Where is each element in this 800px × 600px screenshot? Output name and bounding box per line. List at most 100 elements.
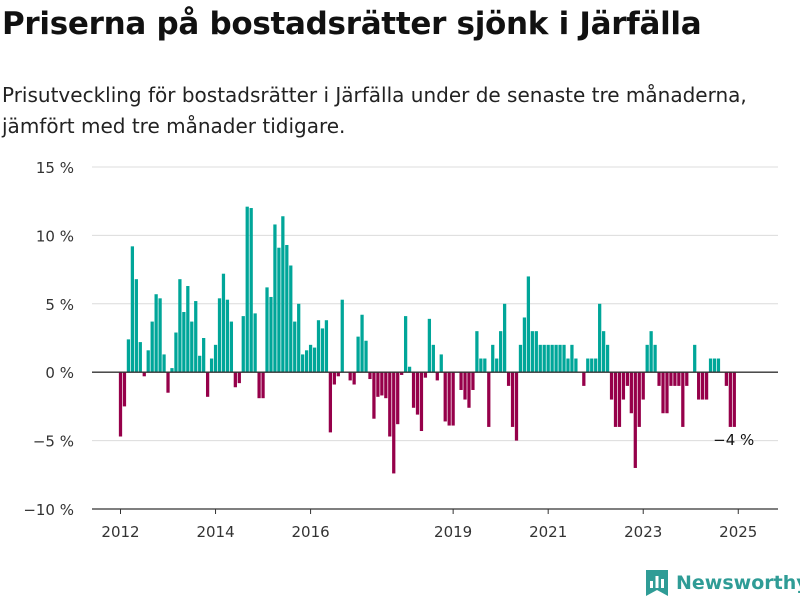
bar (415, 372, 420, 415)
bar (447, 372, 451, 426)
bar (483, 358, 487, 373)
bar (431, 344, 435, 373)
bar (364, 340, 368, 373)
bar (534, 331, 538, 373)
bar (601, 331, 606, 373)
bar (356, 336, 360, 373)
bar (257, 372, 261, 399)
bar (510, 372, 515, 427)
bar (194, 301, 198, 373)
bar (348, 372, 352, 381)
bar (526, 276, 531, 373)
bar (499, 331, 503, 373)
bar (546, 344, 550, 373)
newsworthy-brand: Newsworthy (646, 570, 800, 596)
bar (514, 372, 519, 441)
x-tick-label: 2025 (719, 523, 757, 541)
bar (202, 338, 206, 373)
bar (372, 372, 376, 419)
bar (277, 247, 281, 373)
bar (392, 372, 396, 474)
bar (657, 372, 661, 386)
bar (241, 316, 245, 373)
bar (558, 344, 562, 373)
bar (542, 344, 546, 373)
bar (162, 354, 166, 373)
bar (134, 279, 138, 373)
bar (225, 299, 230, 373)
bar (407, 366, 412, 373)
bar (609, 372, 614, 400)
bar (665, 372, 669, 414)
bar (495, 358, 499, 373)
bar (411, 372, 416, 408)
y-tick-label: 10 % (36, 227, 74, 245)
bar (186, 286, 190, 373)
x-tick-label: 2016 (291, 523, 329, 541)
last-value-annotation: −4 % (713, 431, 754, 449)
bar (467, 372, 471, 408)
bar (122, 372, 127, 407)
bar (677, 372, 681, 386)
bar (693, 344, 697, 373)
bar (178, 279, 182, 373)
bar (562, 344, 566, 373)
bar (518, 344, 523, 373)
bar (150, 321, 154, 373)
bar (617, 372, 622, 427)
bar (265, 287, 269, 373)
bar (574, 358, 578, 373)
bar (502, 303, 507, 373)
bar (285, 244, 289, 373)
bar (209, 358, 214, 373)
bar (629, 372, 633, 414)
bar (479, 358, 483, 373)
bar (130, 246, 135, 373)
x-tick-label: 2014 (196, 523, 234, 541)
bar (625, 372, 630, 386)
bar (237, 372, 241, 384)
bar (621, 372, 626, 400)
bar (487, 372, 491, 427)
bar (301, 354, 305, 373)
bar (459, 372, 463, 390)
bar (704, 372, 709, 400)
bar (645, 344, 649, 373)
bar (471, 372, 475, 390)
bar (641, 372, 645, 400)
bar (530, 331, 534, 373)
bar (289, 265, 293, 373)
bar (637, 372, 641, 427)
bar (700, 372, 705, 400)
bar (403, 316, 408, 373)
bar (182, 312, 186, 373)
bar (633, 372, 637, 468)
bar (685, 372, 689, 386)
bar (594, 358, 598, 373)
bar (304, 350, 309, 373)
bar (586, 358, 590, 373)
bar (273, 224, 277, 373)
bars (118, 206, 736, 474)
bar (439, 354, 443, 373)
chart-subtitle: Prisutveckling för bostadsrätter i Järfä… (2, 83, 747, 138)
x-tick-label: 2019 (434, 523, 472, 541)
bar (598, 303, 602, 373)
bar (312, 347, 317, 373)
bar (451, 372, 455, 426)
bar (649, 331, 653, 373)
bar (324, 320, 329, 373)
bar (661, 372, 665, 414)
y-tick-label: 5 % (45, 296, 74, 314)
chart-title: Priserna på bostadsrätter sjönk i Järfäl… (2, 6, 702, 42)
bar (154, 294, 158, 373)
bar (217, 298, 222, 373)
bar (506, 372, 511, 386)
bar (118, 372, 123, 437)
bar (360, 314, 364, 373)
bar (352, 372, 356, 385)
bar (233, 372, 237, 388)
bar (443, 372, 447, 422)
bar (605, 344, 610, 373)
y-axis-labels: −10 % −5 % 0 % 5 % 10 % 15 % (23, 159, 74, 519)
